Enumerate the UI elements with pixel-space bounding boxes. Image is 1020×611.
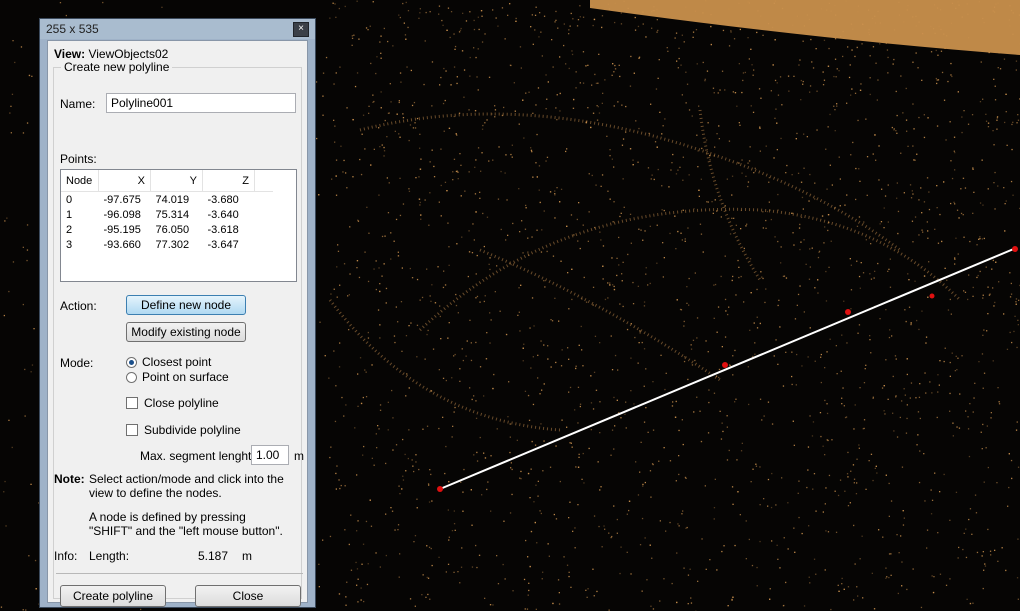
cell-y: 76.050 — [155, 223, 190, 236]
column-header-node[interactable]: Node — [61, 170, 99, 192]
group-legend: Create new polyline — [61, 60, 173, 74]
close-polyline-checkbox[interactable] — [126, 397, 138, 409]
note-line-3: A node is defined by pressing — [89, 510, 246, 524]
polyline-node-0[interactable] — [437, 486, 443, 492]
subdivide-polyline-checkbox[interactable] — [126, 424, 138, 436]
table-row[interactable]: 1 -96.098 75.314 -3.640 — [61, 207, 273, 222]
polyline-node-2[interactable] — [845, 309, 851, 315]
modify-existing-node-button[interactable]: Modify existing node — [126, 322, 246, 342]
create-polyline-dialog: 255 x 535 × View: ViewObjects02 Create n… — [39, 18, 316, 608]
cell-y: 75.314 — [155, 208, 190, 221]
max-segment-label: Max. segment lenght: — [140, 449, 255, 463]
footer-separator — [56, 573, 303, 574]
dialog-title: 255 x 535 — [46, 22, 99, 36]
cell-node: 3 — [66, 238, 73, 251]
length-unit: m — [242, 549, 252, 563]
cell-y: 77.302 — [155, 238, 190, 251]
points-table[interactable]: Node X Y Z 0 -97.675 74.019 -3.680 — [60, 169, 297, 282]
column-header-x[interactable]: X — [98, 170, 151, 192]
close-polyline-label[interactable]: Close polyline — [144, 396, 219, 410]
closest-point-radio[interactable] — [126, 357, 137, 368]
polyline-segment — [439, 247, 1017, 490]
dialog-titlebar[interactable]: 255 x 535 × — [40, 19, 315, 39]
subdivide-polyline-label[interactable]: Subdivide polyline — [144, 423, 241, 437]
note-line-1: Select action/mode and click into the — [89, 472, 284, 486]
cell-x: -96.098 — [103, 208, 141, 221]
table-row[interactable]: 3 -93.660 77.302 -3.647 — [61, 237, 273, 252]
polyline-node-3[interactable] — [929, 293, 935, 299]
info-label: Info: — [54, 549, 78, 563]
cell-node: 2 — [66, 223, 73, 236]
dialog-client-area: View: ViewObjects02 Create new polyline … — [47, 40, 308, 607]
sky-band — [590, 0, 1020, 55]
point-on-surface-radio[interactable] — [126, 372, 137, 383]
column-header-y[interactable]: Y — [150, 170, 203, 192]
name-label: Name: — [60, 97, 96, 111]
cell-x: -95.195 — [103, 223, 141, 236]
define-new-node-button[interactable]: Define new node — [126, 295, 246, 315]
closest-point-label[interactable]: Closest point — [142, 355, 212, 369]
cell-node: 0 — [66, 193, 73, 206]
points-label: Points: — [60, 152, 97, 166]
create-polyline-button[interactable]: Create polyline — [60, 585, 166, 607]
points-table-header: Node X Y Z — [61, 170, 273, 192]
length-value: 5.187 — [198, 549, 229, 563]
cell-x: -97.675 — [103, 193, 141, 206]
cell-z: -3.680 — [207, 193, 239, 206]
cell-z: -3.618 — [207, 223, 239, 236]
column-header-z[interactable]: Z — [202, 170, 255, 192]
mode-label: Mode: — [60, 356, 94, 370]
polyline-node-1[interactable] — [722, 362, 728, 368]
cell-z: -3.647 — [207, 238, 239, 251]
create-polyline-group — [53, 67, 302, 599]
cell-node: 1 — [66, 208, 73, 221]
length-label: Length: — [89, 549, 130, 563]
note-line-4: "SHIFT" and the "left mouse button". — [89, 524, 283, 538]
max-segment-unit: m — [294, 449, 304, 463]
scan-structure-arc — [418, 207, 962, 332]
view-line: View: ViewObjects02 — [54, 47, 168, 61]
close-button[interactable]: Close — [195, 585, 301, 607]
point-on-surface-label[interactable]: Point on surface — [142, 370, 229, 384]
name-input[interactable] — [106, 93, 296, 113]
cell-z: -3.640 — [207, 208, 239, 221]
action-label: Action: — [60, 299, 97, 313]
table-row[interactable]: 0 -97.675 74.019 -3.680 — [61, 192, 273, 208]
note-line-2: view to define the nodes. — [89, 486, 222, 500]
close-icon[interactable]: × — [293, 22, 309, 37]
view-name: ViewObjects02 — [88, 47, 169, 61]
view-label: View: — [54, 47, 86, 61]
polyline-node-end[interactable] — [1012, 246, 1018, 252]
table-row[interactable]: 2 -95.195 76.050 -3.618 — [61, 222, 273, 237]
cell-x: -93.660 — [103, 238, 141, 251]
column-header-filler — [254, 170, 273, 192]
cell-y: 74.019 — [155, 193, 190, 206]
note-label: Note: — [54, 472, 85, 486]
max-segment-input[interactable] — [251, 445, 289, 465]
